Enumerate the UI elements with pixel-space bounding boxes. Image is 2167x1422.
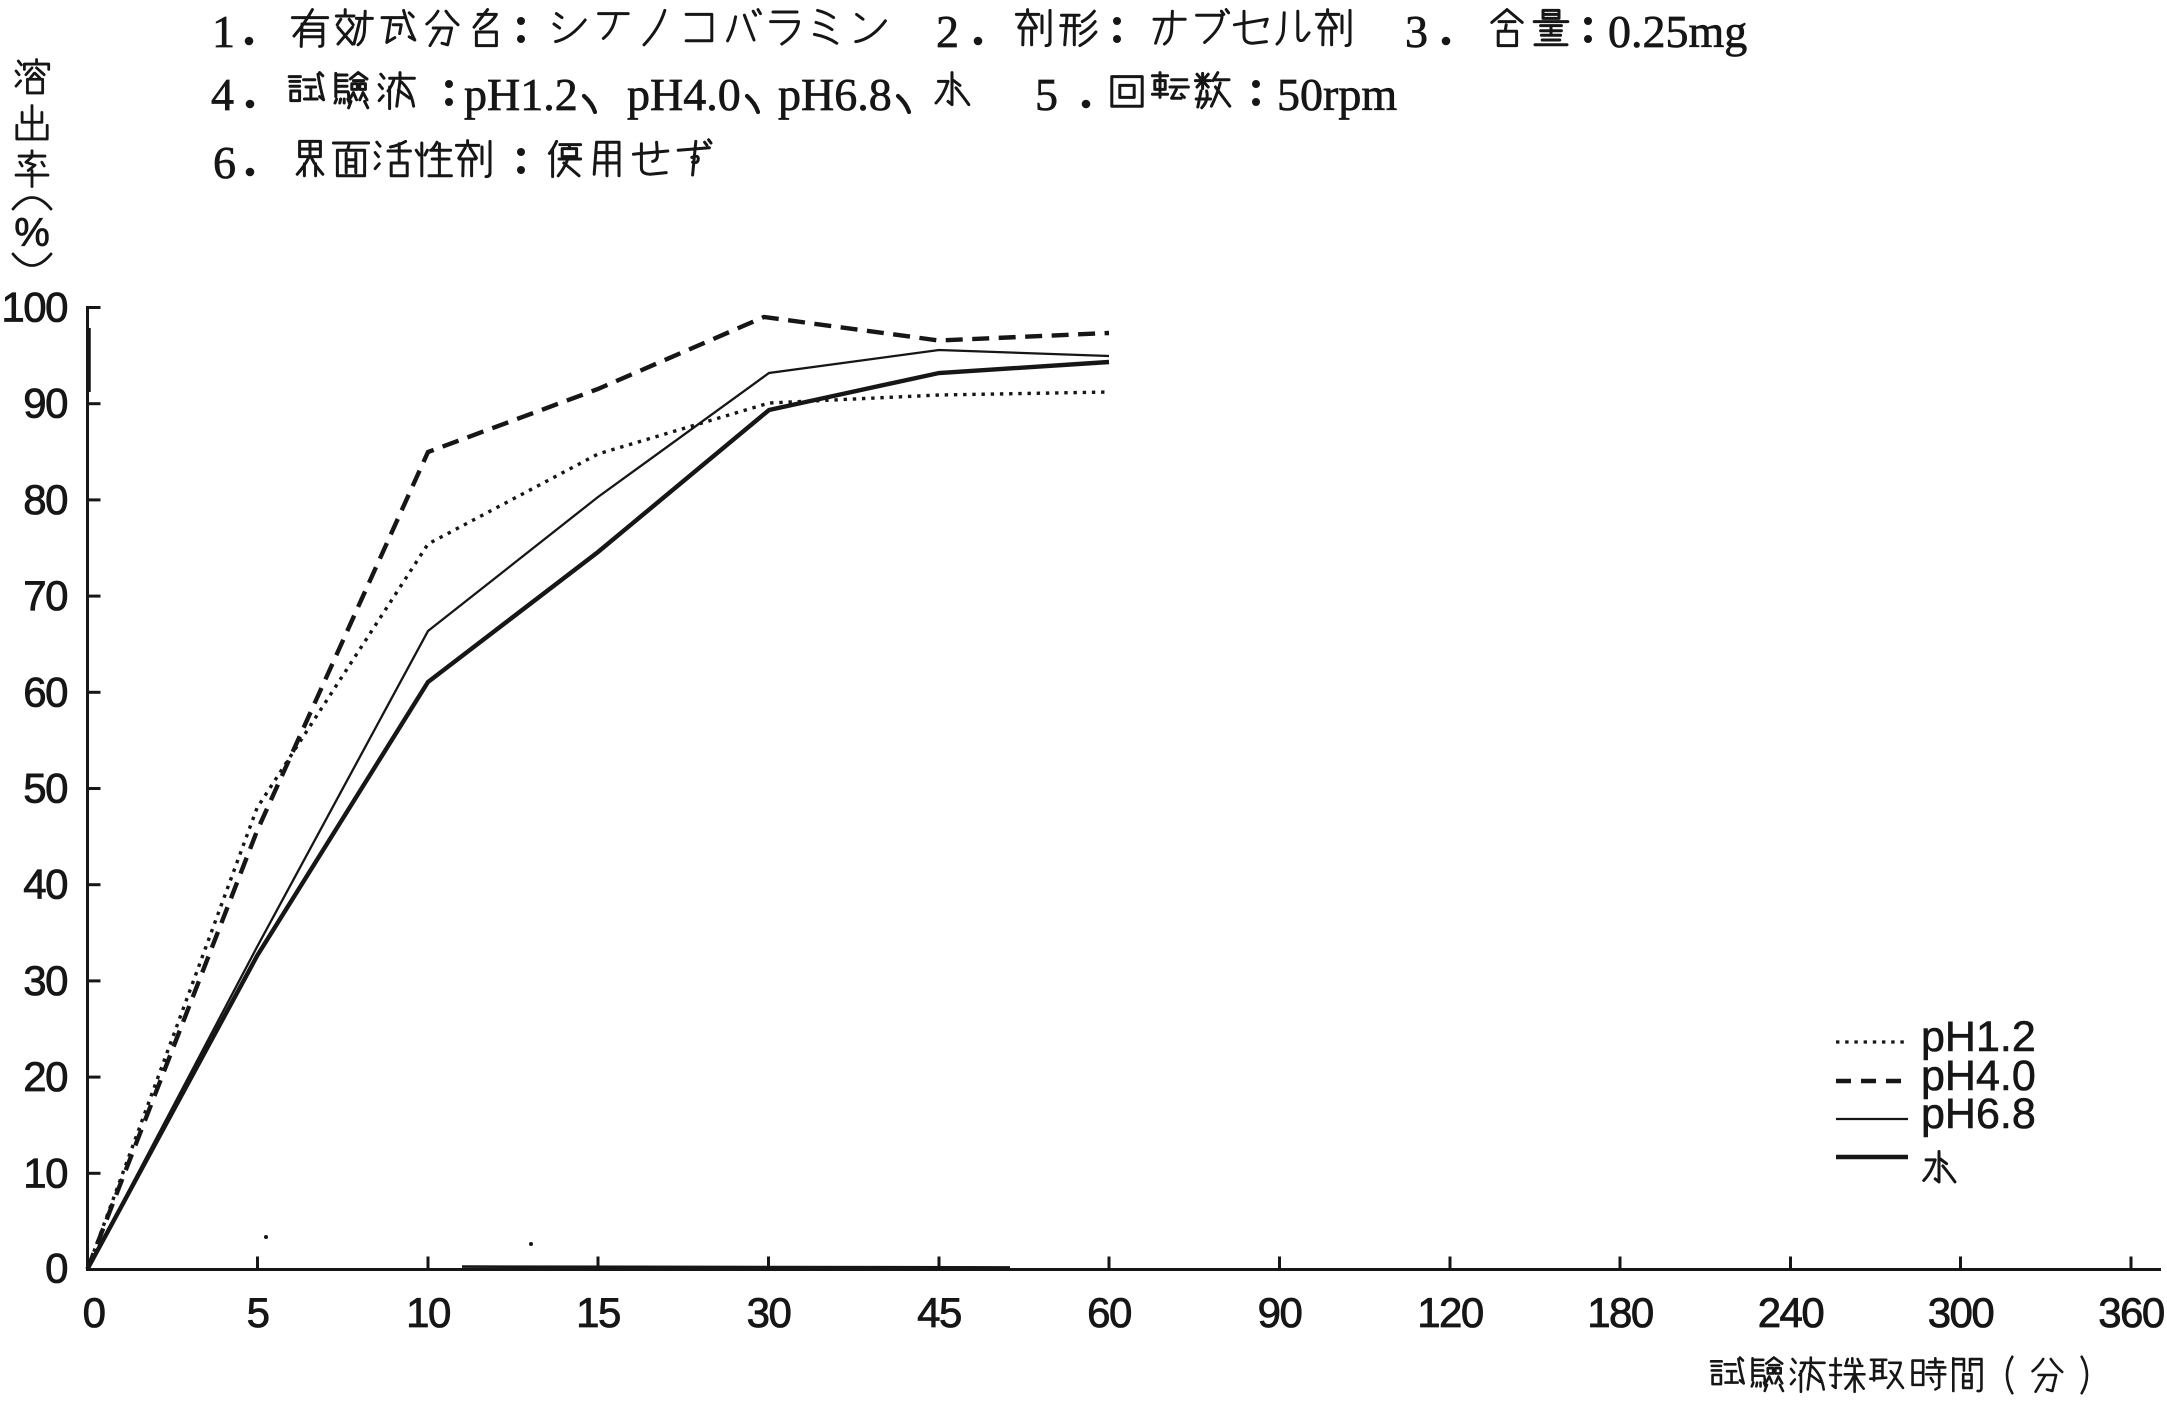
svg-text:3: 3: [1405, 6, 1428, 57]
svg-text:45: 45: [917, 1289, 961, 1336]
svg-text:120: 120: [1417, 1289, 1483, 1336]
svg-text:100: 100: [1, 284, 67, 331]
svg-text:30: 30: [747, 1289, 791, 1336]
svg-text:300: 300: [1928, 1289, 1994, 1336]
svg-text:30: 30: [23, 957, 67, 1004]
svg-text:50rpm: 50rpm: [1277, 69, 1397, 120]
svg-text:240: 240: [1758, 1289, 1824, 1336]
svg-text:80: 80: [23, 476, 67, 523]
svg-text:360: 360: [2098, 1289, 2164, 1336]
svg-text:pH1.2: pH1.2: [1921, 1013, 2036, 1061]
svg-text:50: 50: [23, 765, 67, 812]
svg-text:pH6.8: pH6.8: [778, 69, 892, 120]
svg-text:90: 90: [23, 380, 67, 427]
svg-text:pH6.8: pH6.8: [1921, 1090, 2036, 1138]
svg-text:180: 180: [1587, 1289, 1653, 1336]
svg-text:70: 70: [23, 572, 67, 619]
svg-text:0: 0: [45, 1245, 67, 1292]
svg-text:40: 40: [23, 861, 67, 908]
svg-text:0: 0: [83, 1289, 105, 1336]
svg-text:20: 20: [23, 1053, 67, 1100]
svg-text:60: 60: [1087, 1289, 1131, 1336]
svg-text:15: 15: [576, 1289, 620, 1336]
svg-text:pH1.2: pH1.2: [464, 69, 578, 120]
svg-text:5: 5: [1035, 69, 1058, 120]
svg-text:4: 4: [211, 69, 234, 120]
svg-text:90: 90: [1258, 1289, 1302, 1336]
svg-text:10: 10: [23, 1149, 67, 1196]
svg-text:1: 1: [212, 6, 235, 57]
svg-text:5: 5: [247, 1289, 269, 1336]
svg-text:%: %: [14, 211, 50, 255]
svg-text:6: 6: [213, 137, 236, 188]
svg-text:0.25mg: 0.25mg: [1608, 6, 1747, 57]
svg-text:pH4.0: pH4.0: [1921, 1052, 2036, 1100]
svg-text:10: 10: [406, 1289, 450, 1336]
svg-text:60: 60: [23, 668, 67, 715]
svg-text:pH4.0: pH4.0: [627, 69, 741, 120]
svg-text:2: 2: [936, 6, 959, 57]
